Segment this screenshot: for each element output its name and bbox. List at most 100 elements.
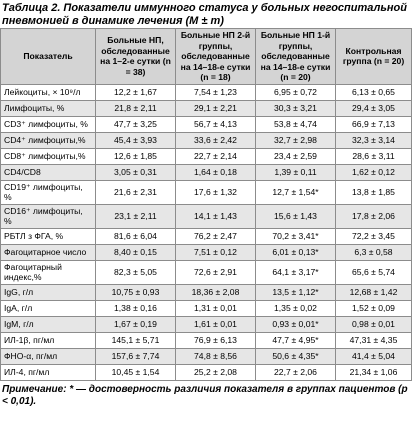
table-cell: 64,1 ± 3,17* [255,259,336,285]
table-cell: 33,6 ± 2,42 [175,131,256,149]
header-row: Показатель Больные НП, обследованные на 1… [0,28,412,85]
table-cell: 76,9 ± 6,13 [175,331,256,349]
table-cell: 1,39 ± 0,11 [255,163,336,181]
table-row: ФНО-α, пг/мл 157,6 ± 7,74 74,8 ± 8,56 50,6 … [0,347,412,365]
table-cell: 76,2 ± 2,47 [175,227,256,245]
table-row: IgG, г/л 10,75 ± 0,93 18,36 ± 2,08 13,5 ± 1… [0,283,412,301]
table-cell: 74,8 ± 8,56 [175,347,256,365]
table-row: ИЛ-1β, пг/мл 145,1 ± 5,71 76,9 ± 6,13 47,7 … [0,331,412,349]
table: Показатель Больные НП, обследованные на 1… [0,28,412,381]
table-cell: 13,5 ± 1,12* [255,283,336,301]
table-cell: 41,4 ± 5,04 [335,347,412,365]
table-cell: 17,8 ± 2,06 [335,203,412,229]
table-cell: 32,3 ± 3,14 [335,131,412,149]
table-cell: 53,8 ± 4,74 [255,115,336,133]
table-row: CD19⁺ лимфоциты, % 21,6 ± 2,31 17,6 ± 1,32… [0,179,412,205]
table-cell: 6,01 ± 0,13* [255,243,336,261]
table-cell: 0,98 ± 0,01 [335,315,412,333]
table-cell: 17,6 ± 1,32 [175,179,256,205]
row-label: РБТЛ з ФГА, % [0,227,96,245]
header-cell: Контрольная группа (n = 20) [335,28,412,85]
header-cell: Больные НП, обследованные на 1–2-е сутки… [95,28,176,85]
table-cell: 1,61 ± 0,01 [175,315,256,333]
table-cell: 29,1 ± 2,21 [175,99,256,117]
table-row: Лейкоциты, × 10⁹/л 12,2 ± 1,67 7,54 ± 1,23… [0,83,412,101]
table-row: IgA, г/л 1,38 ± 0,16 1,31 ± 0,01 1,35 ± 0,0… [0,299,412,317]
table-row: Фагоцитарное число 8,40 ± 0,15 7,51 ± 0,12… [0,243,412,261]
table-cell: 32,7 ± 2,98 [255,131,336,149]
table-cell: 47,7 ± 4,95* [255,331,336,349]
row-label: CD8⁺ лимфоциты,% [0,147,96,165]
table-cell: 13,8 ± 1,85 [335,179,412,205]
table-row: IgM, г/л 1,67 ± 0,19 1,61 ± 0,01 0,93 ± 0,0… [0,315,412,333]
row-label: CD3⁺ лимфоциты, % [0,115,96,133]
table-row: Лимфоциты, % 21,8 ± 2,11 29,1 ± 2,21 30,3 ±… [0,99,412,117]
table-cell: 66,9 ± 7,13 [335,115,412,133]
table-cell: 12,6 ± 1,85 [95,147,176,165]
table-cell: 70,2 ± 3,41* [255,227,336,245]
table-cell: 6,3 ± 0,58 [335,243,412,261]
table-cell: 18,36 ± 2,08 [175,283,256,301]
table-cell: 29,4 ± 3,05 [335,99,412,117]
table-cell: 12,7 ± 1,54* [255,179,336,205]
table-cell: 23,4 ± 2,59 [255,147,336,165]
table-cell: 1,35 ± 0,02 [255,299,336,317]
table-row: Фагоцитарный индекс,% 82,3 ± 5,05 72,6 ± 2… [0,259,412,285]
table-cell: 22,7 ± 2,06 [255,363,336,381]
row-label: CD4⁺ лимфоциты,% [0,131,96,149]
table-cell: 12,2 ± 1,67 [95,83,176,101]
table-cell: 7,51 ± 0,12 [175,243,256,261]
table-cell: 0,93 ± 0,01* [255,315,336,333]
row-label: IgM, г/л [0,315,96,333]
row-label: ФНО-α, пг/мл [0,347,96,365]
row-label: Фагоцитарный индекс,% [0,259,96,285]
table-cell: 82,3 ± 5,05 [95,259,176,285]
table-cell: 72,2 ± 3,45 [335,227,412,245]
row-label: Лимфоциты, % [0,99,96,117]
table-cell: 45,4 ± 3,93 [95,131,176,149]
table-cell: 21,8 ± 2,11 [95,99,176,117]
table-cell: 15,6 ± 1,43 [255,203,336,229]
table-cell: 1,52 ± 0,09 [335,299,412,317]
header-cell: Больные НП 1-й группы, обследованные на … [255,28,336,85]
table-cell: 21,34 ± 1,06 [335,363,412,381]
table-cell: 1,67 ± 0,19 [95,315,176,333]
table-cell: 72,6 ± 2,91 [175,259,256,285]
table-cell: 65,6 ± 5,74 [335,259,412,285]
row-label: Фагоцитарное число [0,243,96,261]
table-cell: 1,64 ± 0,18 [175,163,256,181]
table-cell: 28,6 ± 3,11 [335,147,412,165]
table-row: CD8⁺ лимфоциты,% 12,6 ± 1,85 22,7 ± 2,14 23… [0,147,412,165]
table-row: ИЛ-4, пг/мл 10,45 ± 1,54 25,2 ± 2,08 22,7 ±… [0,363,412,381]
table-cell: 47,31 ± 4,35 [335,331,412,349]
table-cell: 22,7 ± 2,14 [175,147,256,165]
header-cell: Больные НП 2-й группы, обследованные на … [175,28,256,85]
table-row: CD4⁺ лимфоциты,% 45,4 ± 3,93 33,6 ± 2,42 32… [0,131,412,149]
row-label: CD4/CD8 [0,163,96,181]
table-row: РБТЛ з ФГА, % 81,6 ± 6,04 76,2 ± 2,47 70,2 … [0,227,412,245]
row-label: ИЛ-4, пг/мл [0,363,96,381]
table-cell: 157,6 ± 7,74 [95,347,176,365]
table-cell: 21,6 ± 2,31 [95,179,176,205]
table-row: CD16⁺ лимфоциты, % 23,1 ± 2,11 14,1 ± 1,43… [0,203,412,229]
table-cell: 50,6 ± 4,35* [255,347,336,365]
row-label: CD19⁺ лимфоциты, % [0,179,96,205]
header-cell: Показатель [0,28,96,85]
table-cell: 47,7 ± 3,25 [95,115,176,133]
row-label: CD16⁺ лимфоциты, % [0,203,96,229]
table-cell: 25,2 ± 2,08 [175,363,256,381]
row-label: Лейкоциты, × 10⁹/л [0,83,96,101]
table-cell: 1,31 ± 0,01 [175,299,256,317]
table-cell: 1,62 ± 0,12 [335,163,412,181]
table-cell: 1,38 ± 0,16 [95,299,176,317]
table-row: CD3⁺ лимфоциты, % 47,7 ± 3,25 56,7 ± 4,13 5… [0,115,412,133]
table-cell: 10,45 ± 1,54 [95,363,176,381]
table-body: Лейкоциты, × 10⁹/л 12,2 ± 1,67 7,54 ± 1,23… [0,83,412,381]
table-cell: 81,6 ± 6,04 [95,227,176,245]
table-cell: 7,54 ± 1,23 [175,83,256,101]
table-cell: 30,3 ± 3,21 [255,99,336,117]
table-cell: 8,40 ± 0,15 [95,243,176,261]
table-row: CD4/CD8 3,05 ± 0,31 1,64 ± 0,18 1,39 ± 0,11… [0,163,412,181]
row-label: IgG, г/л [0,283,96,301]
